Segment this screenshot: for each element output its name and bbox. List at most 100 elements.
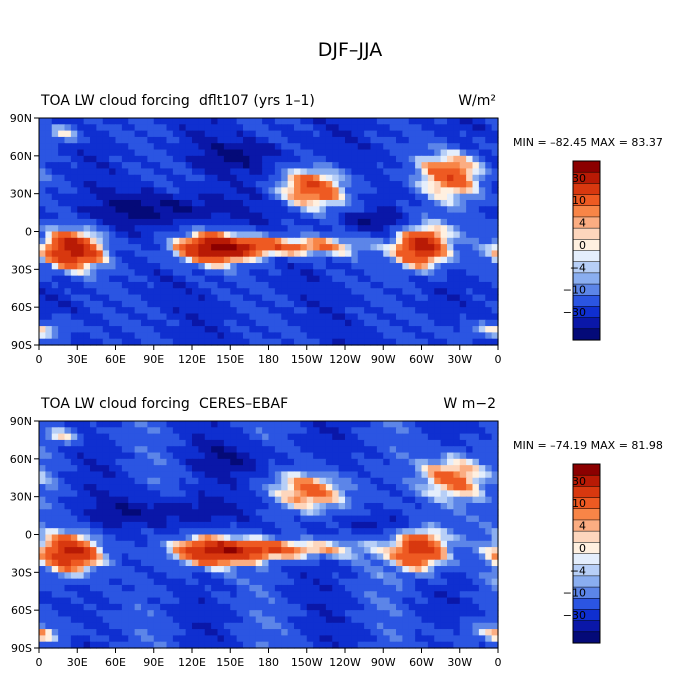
heatmap-cell [306,168,314,176]
heatmap-cell [268,199,276,207]
heatmap-cell [459,572,467,580]
heatmap-cell [389,294,397,302]
heatmap-cell [440,534,448,542]
heatmap-cell [268,281,276,289]
heatmap-cell [51,591,59,599]
heatmap-cell [319,149,327,157]
heatmap-cell [243,534,250,542]
heatmap-cell [472,244,480,252]
heatmap-cell [45,553,53,561]
heatmap-cell [217,187,225,195]
heatmap-cell [351,534,359,542]
heatmap-cell [478,313,486,321]
heatmap-cell [300,502,308,510]
heatmap-cell [262,326,270,333]
heatmap-cell [198,578,206,586]
heatmap-cell [351,225,359,233]
heatmap-cell [459,118,467,125]
heatmap-cell [402,559,410,567]
heatmap-cell [90,326,97,333]
heatmap-cell [383,124,391,132]
heatmap-cell [102,181,110,188]
heatmap-cell [90,288,97,296]
heatmap-cell [472,187,480,195]
heatmap-cell [64,281,72,289]
heatmap-cell [274,471,282,479]
heatmap-cell [408,225,416,233]
heatmap-cell [306,528,314,536]
heatmap-cell [102,458,110,466]
heatmap-cell [478,187,486,195]
heatmap-cell [319,547,327,555]
heatmap-cell [141,603,148,611]
heatmap-cell [402,256,410,264]
heatmap-cell [338,427,346,435]
heatmap-cell [45,307,53,315]
heatmap-cell [236,206,244,214]
heatmap-cell [389,225,397,233]
heatmap-cell [415,225,423,233]
heatmap-cell [160,155,168,163]
heatmap-cell [332,187,340,195]
heatmap-cell [376,155,384,163]
heatmap-cell [357,509,365,517]
heatmap-cell [121,187,129,195]
heatmap-cell [172,616,180,624]
heatmap-cell [217,477,225,485]
heatmap-cell [294,149,301,157]
heatmap-cell [109,162,117,170]
heatmap-cell [128,610,136,618]
heatmap-cell [408,250,416,258]
heatmap-cell [172,452,180,460]
heatmap-cell [306,553,314,561]
heatmap-cell [485,458,493,466]
heatmap-cell [306,319,314,327]
heatmap-cell [198,231,206,239]
heatmap-cell [236,540,244,548]
heatmap-cell [198,118,206,125]
heatmap-cell [306,446,314,454]
heatmap-cell [141,181,148,188]
heatmap-cell [478,515,486,523]
heatmap-cell [192,181,199,188]
heatmap-cell [90,275,97,283]
heatmap-cell [262,319,270,327]
heatmap-cell [262,578,270,586]
heatmap-cell [147,300,155,308]
heatmap-cell [294,225,301,233]
heatmap-cell [485,168,493,176]
heatmap-cell [434,509,442,517]
heatmap-cell [459,446,467,454]
heatmap-cell [192,427,199,435]
heatmap-cell [300,218,308,226]
heatmap-cell [268,421,276,428]
heatmap-cell [364,471,372,479]
heatmap-cell [459,288,467,296]
heatmap-cell [236,427,244,435]
heatmap-cell [396,118,403,125]
heatmap-cell [153,521,161,529]
heatmap-cell [45,218,53,226]
heatmap-cell [243,597,250,605]
heatmap-cell [255,553,263,561]
heatmap-cell [185,250,193,258]
heatmap-cell [128,622,136,630]
heatmap-cell [338,484,346,491]
heatmap-cell [453,174,461,182]
heatmap-cell [83,263,91,270]
heatmap-cell [51,622,59,630]
heatmap-cell [472,610,480,618]
heatmap-cell [160,244,168,252]
heatmap-cell [287,553,295,561]
heatmap-cell [459,338,467,346]
heatmap-cell [268,300,276,308]
heatmap-cell [166,490,174,498]
heatmap-cell [51,206,59,214]
heatmap-cell [459,465,467,473]
heatmap-cell [185,465,193,473]
heatmap-cell [77,578,85,586]
heatmap-cell [338,477,346,485]
heatmap-cell [128,225,136,233]
heatmap-cell [357,326,365,333]
heatmap-cell [376,452,384,460]
